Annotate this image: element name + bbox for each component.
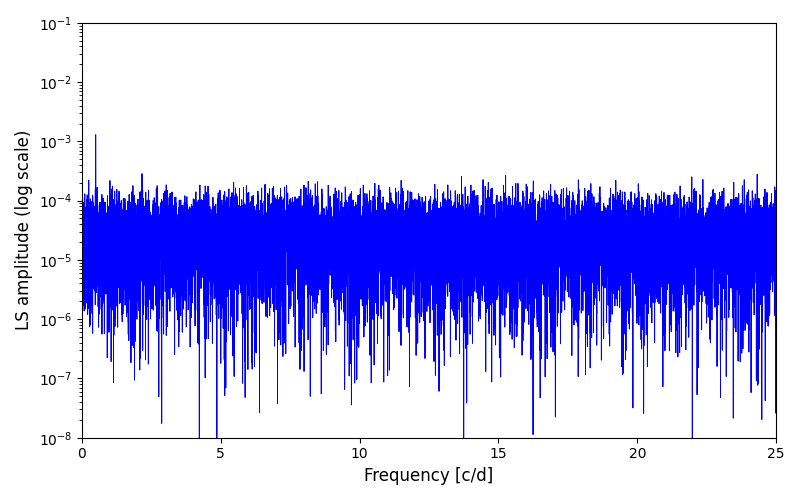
X-axis label: Frequency [c/d]: Frequency [c/d] — [364, 467, 494, 485]
Y-axis label: LS amplitude (log scale): LS amplitude (log scale) — [15, 130, 33, 330]
